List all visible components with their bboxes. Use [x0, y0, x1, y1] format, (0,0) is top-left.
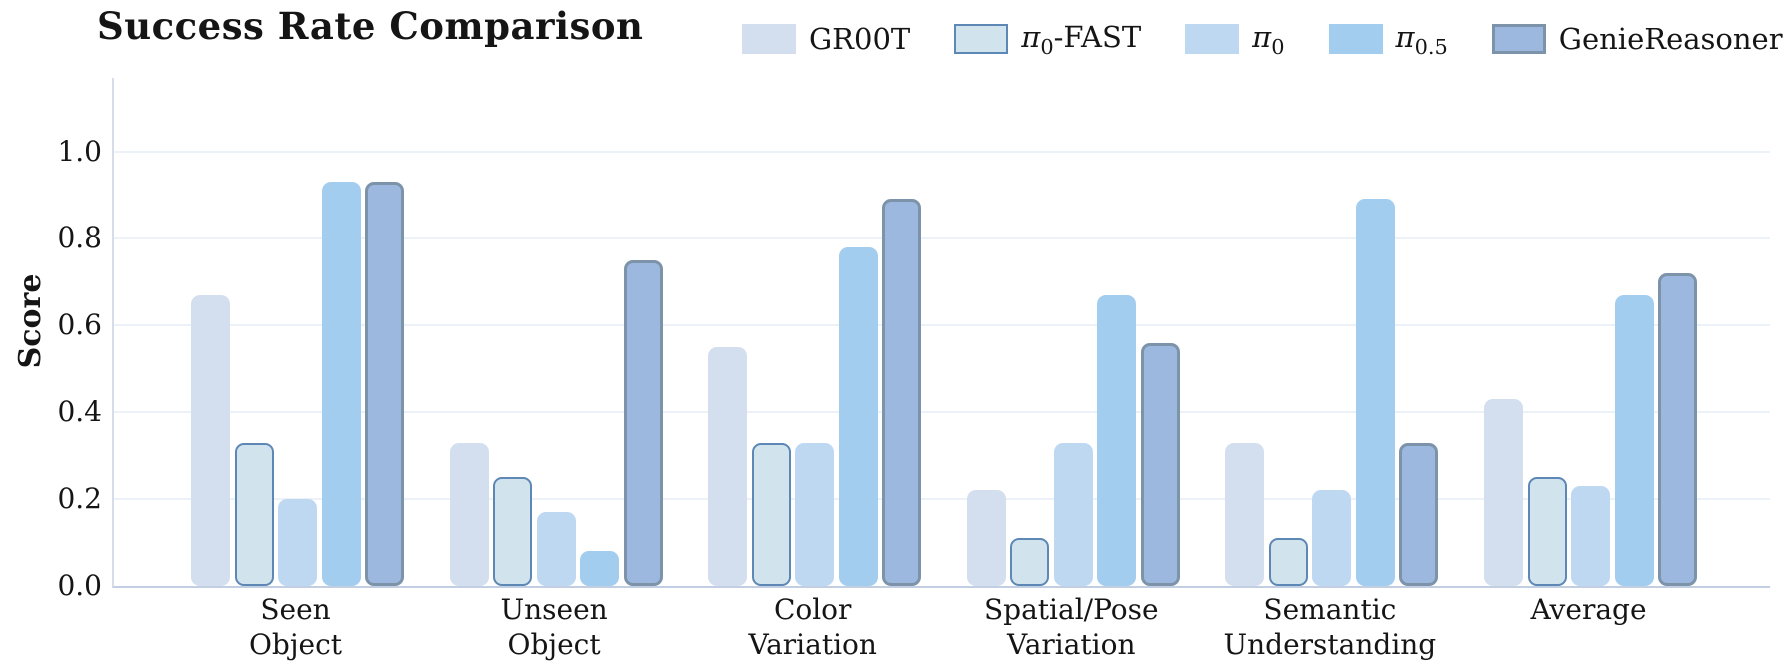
bar — [278, 499, 317, 586]
legend-label: π0.5 — [1395, 20, 1448, 59]
bar — [449, 442, 489, 586]
y-tick-label: 0.4 — [57, 395, 102, 429]
bar — [1658, 273, 1697, 586]
x-tick-label: Spatial/Pose Variation — [984, 593, 1159, 661]
bar — [1527, 477, 1567, 586]
legend-item: π0 — [1185, 20, 1285, 59]
x-tick-label: Seen Object — [248, 593, 343, 661]
bar — [623, 260, 663, 586]
legend-swatch — [1185, 24, 1240, 55]
bar — [1225, 442, 1265, 586]
y-tick-label: 0.8 — [57, 221, 102, 255]
bar — [708, 347, 748, 586]
bar — [365, 181, 404, 586]
bar — [751, 442, 791, 586]
legend-item: π0-FAST — [954, 20, 1141, 59]
legend-swatch — [742, 24, 796, 55]
x-tick-label: Color Variation — [748, 593, 877, 661]
x-tick-label: Semantic Understanding — [1223, 593, 1437, 661]
bar — [1484, 399, 1523, 586]
bar — [1614, 294, 1654, 586]
gridline — [114, 324, 1770, 327]
gridline — [114, 411, 1770, 414]
gridline — [114, 150, 1770, 153]
bar — [580, 551, 620, 586]
bar — [493, 477, 533, 586]
bar — [536, 512, 576, 586]
legend-item: GR00T — [742, 22, 910, 56]
bar — [1097, 294, 1137, 586]
x-tick-label: Unseen Object — [500, 593, 608, 661]
legend-item: π0.5 — [1328, 20, 1448, 59]
legend-label: π0-FAST — [1021, 20, 1142, 59]
gridline — [114, 498, 1770, 501]
bar — [191, 294, 230, 586]
legend-item: GenieReasoner — [1491, 22, 1783, 57]
legend-label: π0 — [1252, 20, 1285, 59]
bar — [882, 199, 922, 586]
bar — [795, 442, 835, 586]
y-tick-label: 0.0 — [57, 569, 102, 602]
legend: GR00T π0-FAST π0 π0.5 GenieReasoner — [742, 20, 1783, 59]
chart-title: Success Rate Comparison — [97, 4, 644, 48]
legend-label: GR00T — [809, 22, 911, 57]
bar — [1312, 490, 1352, 586]
y-tick-label: 0.2 — [57, 482, 102, 516]
bar — [1140, 342, 1180, 586]
bar — [1399, 442, 1439, 586]
gridline — [114, 237, 1770, 240]
legend-label: GenieReasoner — [1558, 22, 1783, 57]
bar — [1268, 538, 1308, 586]
x-tick-label: Average — [1530, 593, 1647, 626]
bar — [1010, 538, 1050, 586]
y-tick-label: 0.6 — [57, 308, 102, 342]
plot-area — [112, 78, 1770, 588]
legend-swatch — [954, 24, 1009, 55]
bar — [966, 490, 1006, 586]
bar — [234, 442, 274, 586]
bar — [838, 247, 878, 586]
legend-swatch — [1328, 24, 1383, 55]
y-tick-label: 1.0 — [57, 134, 102, 168]
bar — [321, 181, 361, 586]
bar — [1355, 199, 1395, 586]
bar — [1053, 442, 1093, 586]
bar — [1571, 486, 1610, 586]
legend-swatch — [1491, 24, 1546, 55]
